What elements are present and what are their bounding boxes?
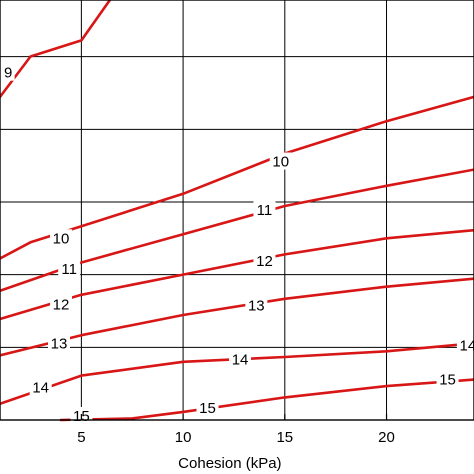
contour-label-bg (47, 334, 70, 352)
contour-label-11: 11 (61, 261, 77, 278)
contour-label-15: 15 (199, 400, 216, 417)
contour-label-bg (269, 152, 292, 170)
contour-label-bg (253, 251, 276, 269)
contour-label-10: 10 (272, 154, 289, 171)
contour-label-bg (245, 296, 268, 314)
contour-line-13-7 (0, 277, 474, 357)
contour-label-bg (456, 336, 474, 354)
contour-label-11: 11 (257, 202, 273, 219)
contour-label-bg (436, 370, 459, 388)
contour-label-bg (50, 229, 73, 247)
contour-label-14: 14 (232, 351, 249, 368)
contour-label-bg (58, 259, 81, 277)
contour-label-bg (29, 378, 52, 396)
contour-label-13: 13 (51, 335, 68, 352)
x-tick-label-15: 15 (276, 429, 293, 446)
x-axis-label: Cohesion (kPa) (178, 455, 281, 472)
x-tick-label-20: 20 (378, 429, 395, 446)
contour-label-9: 9 (4, 65, 12, 82)
contour-label-12: 12 (53, 297, 70, 314)
contour-label-13: 13 (248, 297, 265, 314)
contour-label-14: 14 (460, 338, 474, 355)
contour-label-bg (1, 63, 15, 81)
contour-label-15: 15 (439, 372, 456, 389)
contour-line-9-0 (0, 0, 112, 99)
contour-label-10: 10 (53, 230, 70, 247)
contour-label-bg (196, 398, 219, 416)
contour-line-10-1 (0, 95, 474, 260)
contour-label-12: 12 (256, 253, 273, 270)
contour-label-bg (253, 201, 276, 218)
plot-frame (0, 0, 474, 421)
contour-label-bg (229, 350, 252, 368)
contour-label-14: 14 (32, 380, 49, 397)
x-ticks: 5 10 15 20 (77, 414, 395, 446)
x-tick-label-5: 5 (77, 429, 85, 446)
x-tick-label-10: 10 (175, 429, 192, 446)
contour-line-15-12 (59, 378, 474, 422)
contour-label-bg (50, 295, 73, 313)
